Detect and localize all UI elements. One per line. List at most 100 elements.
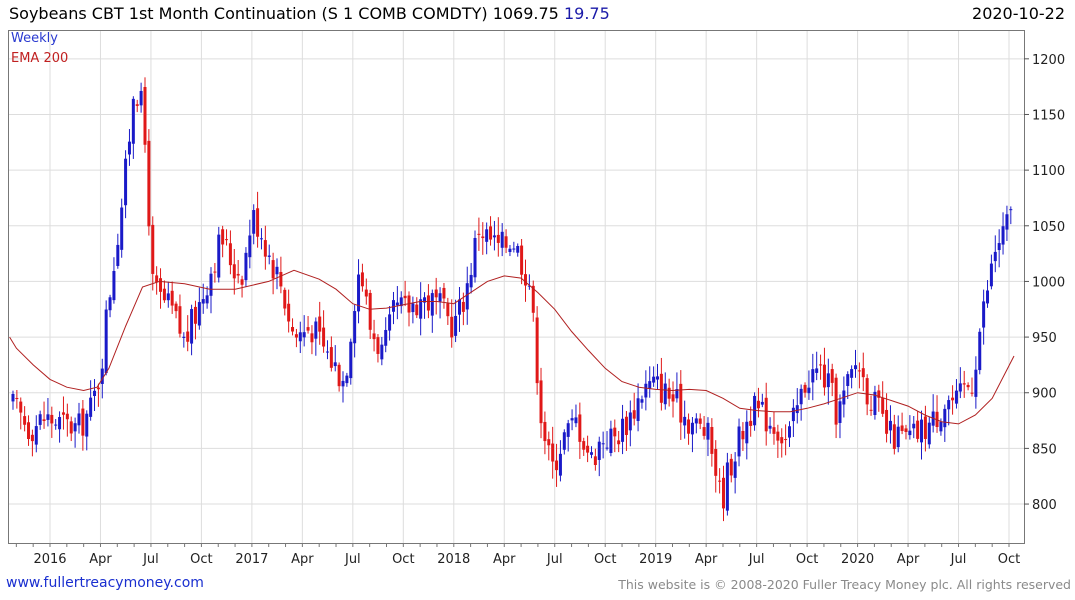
candle-body: [621, 418, 625, 442]
candle-body: [586, 445, 590, 453]
candle-body: [737, 426, 741, 457]
candle-body: [481, 236, 485, 239]
candle-body: [19, 401, 23, 413]
candle-body: [469, 274, 473, 288]
candle-body: [687, 419, 691, 434]
candle-body: [73, 423, 77, 432]
x-tick-label: Oct: [594, 552, 616, 567]
x-tick-label: Apr: [89, 552, 112, 567]
x-tick-label: Oct: [190, 552, 212, 567]
candle-body: [962, 383, 966, 385]
candle-body: [822, 364, 826, 388]
candle-body: [989, 263, 993, 287]
candle-body: [640, 399, 644, 403]
x-tick-label: 2018: [437, 552, 470, 567]
candle-body: [551, 443, 555, 462]
candle-body: [349, 341, 353, 379]
x-tick-label: Jul: [142, 552, 159, 567]
candle-body: [714, 449, 718, 476]
candle-body: [574, 417, 578, 424]
candle-body: [617, 440, 621, 445]
candle-body: [93, 390, 97, 397]
candle-body: [795, 405, 799, 414]
candle-body: [294, 334, 298, 338]
candle-body: [364, 289, 368, 297]
candle-body: [178, 306, 182, 334]
candle-body: [609, 428, 613, 454]
ema-200-line: [9, 269, 1015, 425]
candle-body: [1005, 214, 1009, 230]
candle-body: [733, 461, 737, 478]
candle-body: [209, 273, 213, 296]
candle-body: [527, 285, 531, 287]
x-tick-label: Oct: [998, 552, 1020, 567]
y-tick-label: 1050: [1032, 220, 1065, 235]
candle-body: [174, 303, 178, 312]
candle-body: [193, 306, 197, 324]
candle-body: [465, 283, 469, 310]
candle-body: [725, 462, 729, 511]
candle-body: [869, 409, 873, 411]
candle-body: [683, 416, 687, 426]
candle-body: [100, 368, 104, 384]
candle-body: [380, 344, 384, 360]
footer-website-link[interactable]: www.fullertreacymoney.com: [6, 575, 204, 591]
candle-body: [15, 397, 19, 399]
x-tick-label: 2016: [33, 552, 66, 567]
candle-body: [345, 375, 349, 384]
candle-body: [325, 351, 329, 353]
candle-body: [306, 327, 310, 331]
candle-body: [846, 374, 850, 386]
candle-body: [896, 426, 900, 448]
candle-body: [702, 427, 706, 436]
candle-body: [27, 422, 31, 439]
candle-body: [357, 274, 361, 312]
candle-body: [147, 140, 151, 227]
candle-body: [34, 426, 38, 445]
candle-body: [675, 389, 679, 399]
candle-body: [96, 387, 100, 390]
candle-body: [982, 301, 986, 328]
candle-body: [807, 387, 811, 394]
candle-body: [632, 410, 636, 419]
candle-body: [159, 278, 163, 292]
candle-body: [442, 287, 446, 299]
candle-body: [58, 417, 62, 430]
candle-body: [473, 237, 477, 278]
candle-body: [760, 401, 764, 405]
candle-body: [426, 295, 430, 311]
candle-body: [605, 447, 609, 449]
candle-body: [197, 302, 201, 326]
candle-body: [228, 243, 232, 266]
candle-body: [1009, 209, 1013, 211]
candle-body: [298, 332, 302, 342]
candle-body: [318, 316, 322, 332]
candle-body: [1001, 226, 1005, 245]
candle-body: [520, 245, 524, 275]
candle-body: [89, 397, 93, 417]
candle-body: [516, 245, 520, 253]
candle-body: [582, 441, 586, 450]
candle-body: [523, 274, 527, 286]
candle-body: [531, 285, 535, 313]
candle-body: [104, 309, 108, 374]
candle-body: [108, 297, 112, 311]
candle-body: [492, 235, 496, 238]
candle-body: [127, 141, 131, 155]
candle-body: [780, 437, 784, 444]
candle-body: [749, 420, 753, 426]
candle-body: [438, 293, 442, 302]
candle-body: [489, 226, 493, 240]
candle-body: [275, 266, 279, 275]
candle-body: [205, 295, 209, 304]
candle-body: [485, 229, 489, 242]
candle-body: [151, 224, 155, 274]
candle-body: [504, 236, 508, 248]
x-tick-label: Oct: [392, 552, 414, 567]
candle-body: [772, 427, 776, 434]
candle-body: [411, 303, 415, 313]
candle-body: [997, 243, 1001, 251]
candle-body: [613, 427, 617, 437]
candle-body: [589, 452, 593, 455]
candle-body: [954, 390, 958, 404]
